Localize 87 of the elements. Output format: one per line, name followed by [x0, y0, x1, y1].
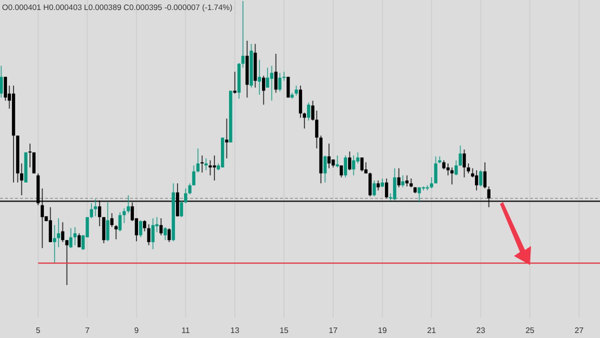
- candlestick: [204, 158, 208, 171]
- candlestick: [487, 186, 490, 208]
- candlestick: [28, 143, 32, 168]
- candlestick: [73, 226, 77, 246]
- candlestick: [65, 240, 68, 286]
- candlestick: [479, 170, 482, 187]
- candlestick: [0, 65, 3, 98]
- candlestick: [164, 226, 167, 241]
- candlestick: [241, 0, 245, 68]
- candlestick: [430, 176, 434, 189]
- candlestick: [368, 172, 372, 197]
- candlestick: [233, 71, 236, 94]
- candlestick: [270, 65, 274, 102]
- x-tick-label: 15: [280, 326, 290, 335]
- candlestick: [262, 75, 266, 106]
- candlestick: [352, 154, 356, 176]
- candlestick: [278, 72, 282, 92]
- candlestick: [294, 85, 298, 96]
- candlestick: [48, 206, 52, 243]
- candlestick: [442, 160, 446, 170]
- candlestick: [384, 178, 388, 199]
- candlestick: [450, 166, 454, 185]
- candlestick: [118, 212, 122, 232]
- candlestick: [274, 53, 278, 94]
- candlestick: [401, 174, 404, 188]
- candlestick: [78, 232, 81, 248]
- x-tick-label: 17: [328, 326, 338, 335]
- candlestick: [298, 85, 302, 118]
- candlestick: [212, 154, 216, 181]
- candlestick: [110, 212, 114, 228]
- candlestick: [344, 154, 348, 178]
- x-tick-label: 9: [134, 326, 140, 335]
- candlestick: [61, 222, 64, 243]
- candlestick: [176, 182, 180, 217]
- candlestick: [266, 67, 270, 88]
- candlestick: [336, 154, 339, 168]
- candlestick: [180, 200, 184, 218]
- candlestick: [90, 202, 94, 219]
- candlestick: [323, 154, 327, 183]
- candlestick: [102, 216, 106, 244]
- candlestick: [106, 202, 110, 242]
- candlestick: [360, 156, 364, 172]
- candlestick: [376, 180, 380, 191]
- candlestick: [393, 168, 396, 201]
- candlestick: [348, 151, 352, 171]
- candlestick: [225, 118, 228, 159]
- candlestick: [52, 224, 56, 264]
- candlestick: [466, 162, 470, 174]
- candlestick: [69, 228, 72, 249]
- candlestick: [32, 152, 36, 174]
- candlestick: [462, 149, 466, 178]
- candlestick: [446, 162, 450, 176]
- candlestick: [168, 228, 171, 243]
- candlestick: [405, 174, 409, 187]
- candlestick: [483, 162, 487, 189]
- candlestick: [40, 188, 44, 249]
- x-tick-label: 5: [36, 326, 41, 335]
- candlestick: [418, 186, 421, 203]
- candlestick: [364, 162, 368, 174]
- candlestick: [208, 160, 212, 176]
- x-tick-label: 11: [182, 326, 190, 335]
- x-tick-label: 7: [85, 326, 90, 335]
- x-tick-label: 27: [574, 326, 584, 335]
- x-tick-label: 19: [378, 326, 388, 335]
- candlestick: [142, 220, 146, 232]
- candlestick: [159, 218, 163, 236]
- x-tick-label: 13: [230, 326, 240, 335]
- candlestick: [307, 102, 310, 122]
- candlestick: [114, 224, 118, 240]
- candlestick: [327, 143, 331, 169]
- candlestick: [397, 168, 400, 188]
- candlestick: [139, 220, 142, 238]
- x-tick-label: 23: [476, 326, 486, 335]
- candlestick: [147, 224, 150, 246]
- candlestick: [434, 156, 438, 184]
- candlestick: [151, 218, 155, 250]
- candlestick: [372, 180, 376, 197]
- x-tick-label: 21: [427, 326, 437, 335]
- candlestick: [4, 76, 8, 102]
- candlestick: [122, 208, 126, 224]
- candlestick: [98, 200, 102, 227]
- candlestick: [454, 160, 458, 176]
- candlestick: [184, 188, 188, 204]
- candlestick: [474, 170, 478, 191]
- x-tick-label: 25: [525, 326, 535, 335]
- candlestick: [196, 148, 200, 174]
- candlestick: [458, 145, 462, 167]
